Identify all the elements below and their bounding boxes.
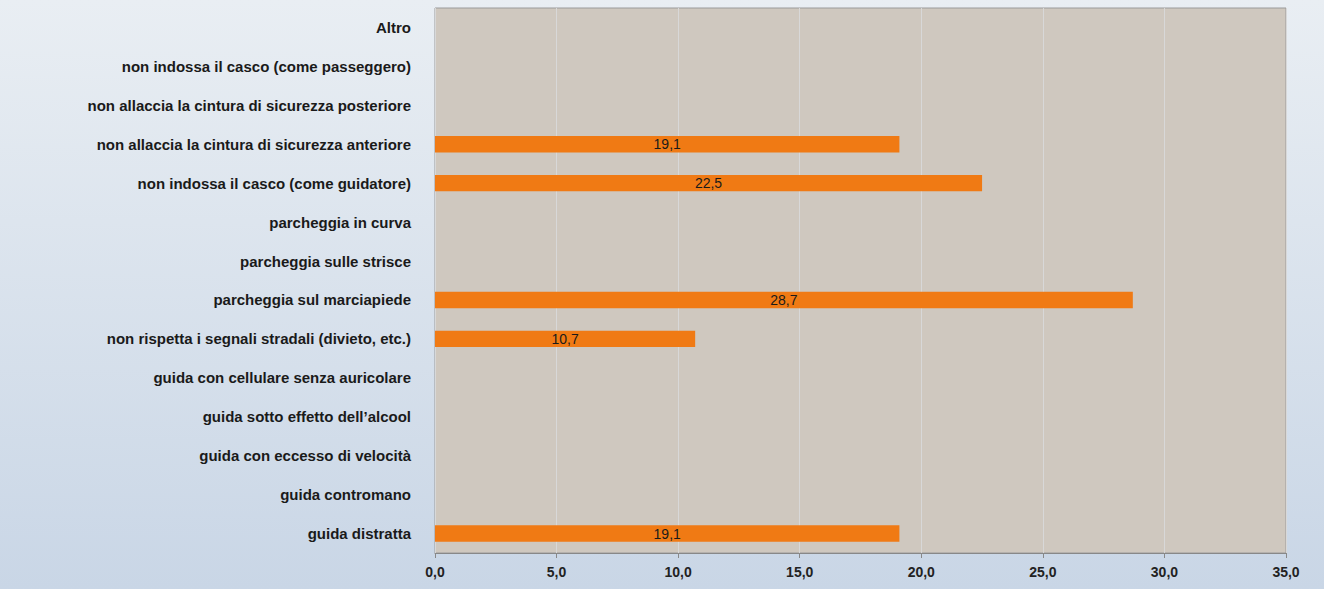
svg-text:parcheggia in curva: parcheggia in curva	[269, 214, 411, 231]
svg-text:0,0: 0,0	[425, 564, 445, 580]
svg-text:non allaccia la cintura di sic: non allaccia la cintura di sicurezza pos…	[88, 97, 411, 114]
svg-text:25,0: 25,0	[1029, 564, 1056, 580]
svg-text:guida contromano: guida contromano	[280, 486, 411, 503]
svg-text:5,0: 5,0	[547, 564, 567, 580]
svg-text:19,1: 19,1	[654, 526, 681, 542]
svg-text:guida con eccesso di velocità: guida con eccesso di velocità	[199, 447, 411, 464]
svg-text:non allaccia la cintura di sic: non allaccia la cintura di sicurezza ant…	[97, 136, 411, 153]
svg-text:parcheggia sulle strisce: parcheggia sulle strisce	[240, 253, 411, 270]
svg-text:19,1: 19,1	[654, 136, 681, 152]
svg-text:guida sotto effetto dell’alcoo: guida sotto effetto dell’alcool	[203, 408, 411, 425]
svg-text:28,7: 28,7	[770, 292, 797, 308]
svg-text:10,7: 10,7	[551, 331, 578, 347]
svg-text:guida con cellulare senza auri: guida con cellulare senza auricolare	[153, 369, 411, 386]
svg-text:non indossa il casco (come gui: non indossa il casco (come guidatore)	[138, 175, 411, 192]
svg-text:15,0: 15,0	[786, 564, 813, 580]
svg-text:non rispetta i segnali stradal: non rispetta i segnali stradali (divieto…	[107, 330, 411, 347]
svg-text:20,0: 20,0	[908, 564, 935, 580]
svg-text:22,5: 22,5	[695, 175, 722, 191]
svg-text:Altro: Altro	[376, 19, 411, 36]
svg-text:10,0: 10,0	[665, 564, 692, 580]
svg-text:parcheggia sul marciapiede: parcheggia sul marciapiede	[213, 291, 411, 308]
svg-text:30,0: 30,0	[1151, 564, 1178, 580]
svg-text:guida distratta: guida distratta	[308, 525, 412, 542]
svg-text:35,0: 35,0	[1272, 564, 1299, 580]
svg-text:non indossa il casco (come pas: non indossa il casco (come passeggero)	[122, 58, 411, 75]
